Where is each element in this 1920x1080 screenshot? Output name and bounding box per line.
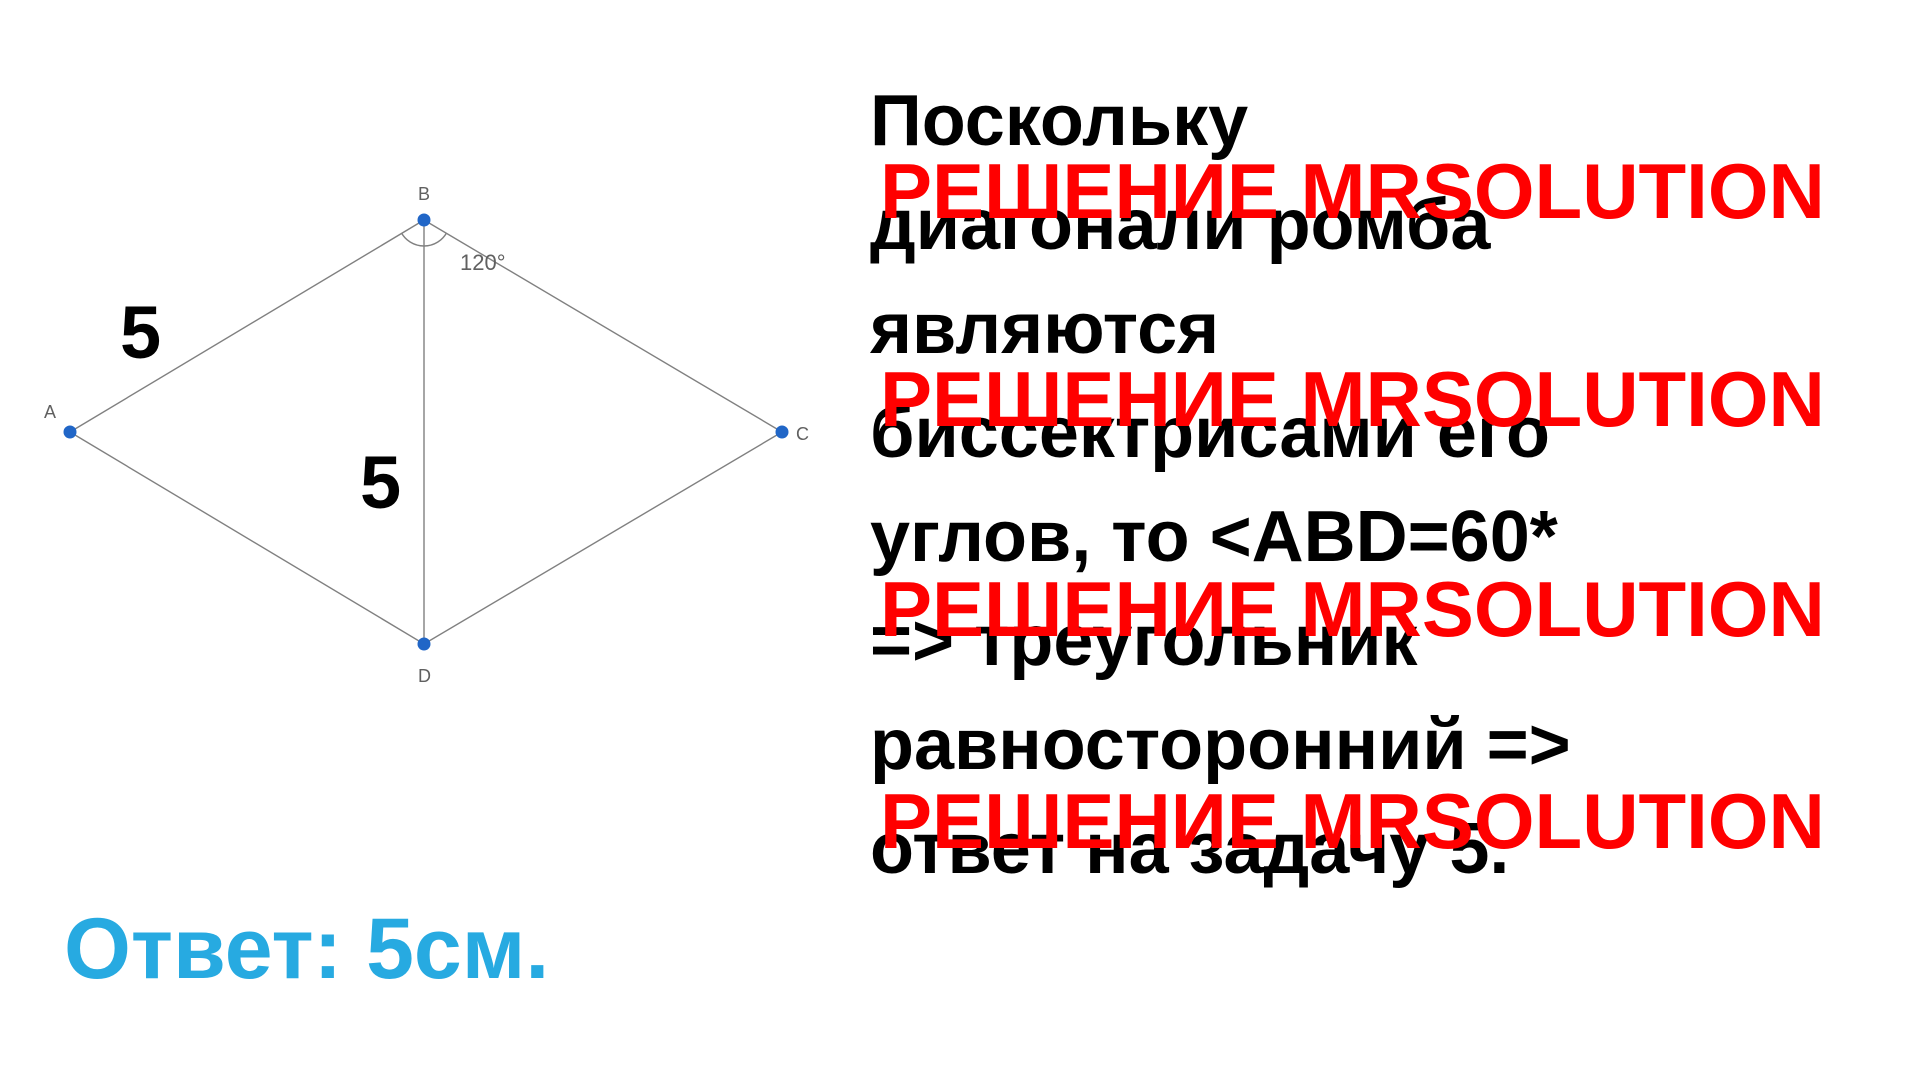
answer-text: Ответ: 5см. (64, 900, 549, 999)
watermark-2: РЕШЕНИЕ MRSOLUTION (880, 564, 1825, 655)
watermark-3: РЕШЕНИЕ MRSOLUTION (880, 776, 1825, 867)
vertex-label-D: D (418, 666, 431, 686)
edge-CD (424, 432, 782, 644)
vertex-D (418, 638, 430, 650)
vertex-B (418, 214, 430, 226)
solution-line-6: равносторонний => (870, 704, 1910, 786)
watermark-1: РЕШЕНИЕ MRSOLUTION (880, 354, 1825, 445)
vertex-label-B: B (418, 184, 430, 204)
vertex-C (776, 426, 788, 438)
vertex-label-C: C (796, 424, 809, 444)
side-length-label-0: 5 (120, 290, 161, 375)
angle-label-B: 120° (460, 250, 506, 275)
vertex-label-A: A (44, 402, 56, 422)
side-length-label-1: 5 (360, 440, 401, 525)
canvas: 120°ABCD 55 Посколькудиагонали ромбаявля… (0, 0, 1920, 1080)
vertex-A (64, 426, 76, 438)
watermark-0: РЕШЕНИЕ MRSOLUTION (880, 146, 1825, 237)
